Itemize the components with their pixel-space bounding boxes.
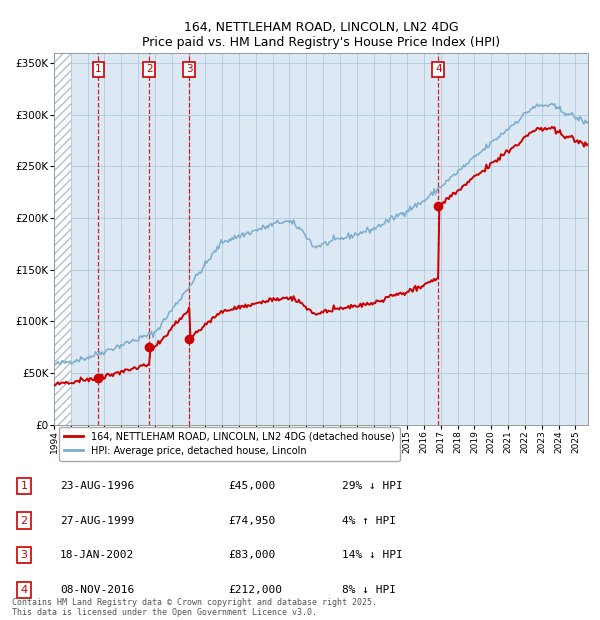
Text: £212,000: £212,000 [228,585,282,595]
Text: £83,000: £83,000 [228,550,275,560]
Legend: 164, NETTLEHAM ROAD, LINCOLN, LN2 4DG (detached house), HPI: Average price, deta: 164, NETTLEHAM ROAD, LINCOLN, LN2 4DG (d… [59,427,400,461]
Text: 8% ↓ HPI: 8% ↓ HPI [342,585,396,595]
Text: £74,950: £74,950 [228,516,275,526]
Text: Contains HM Land Registry data © Crown copyright and database right 2025.
This d: Contains HM Land Registry data © Crown c… [12,598,377,617]
Text: 08-NOV-2016: 08-NOV-2016 [60,585,134,595]
Text: 18-JAN-2002: 18-JAN-2002 [60,550,134,560]
Text: 3: 3 [20,550,28,560]
Text: 14% ↓ HPI: 14% ↓ HPI [342,550,403,560]
Text: 1: 1 [20,481,28,491]
Title: 164, NETTLEHAM ROAD, LINCOLN, LN2 4DG
Price paid vs. HM Land Registry's House Pr: 164, NETTLEHAM ROAD, LINCOLN, LN2 4DG Pr… [142,20,500,49]
Text: 4: 4 [435,64,442,74]
Text: 3: 3 [186,64,193,74]
Text: 1: 1 [95,64,102,74]
Text: 23-AUG-1996: 23-AUG-1996 [60,481,134,491]
Bar [54,53,71,425]
Text: 27-AUG-1999: 27-AUG-1999 [60,516,134,526]
Text: £45,000: £45,000 [228,481,275,491]
Text: 29% ↓ HPI: 29% ↓ HPI [342,481,403,491]
Text: 4: 4 [20,585,28,595]
Text: 2: 2 [20,516,28,526]
Text: 4% ↑ HPI: 4% ↑ HPI [342,516,396,526]
Text: 2: 2 [146,64,152,74]
